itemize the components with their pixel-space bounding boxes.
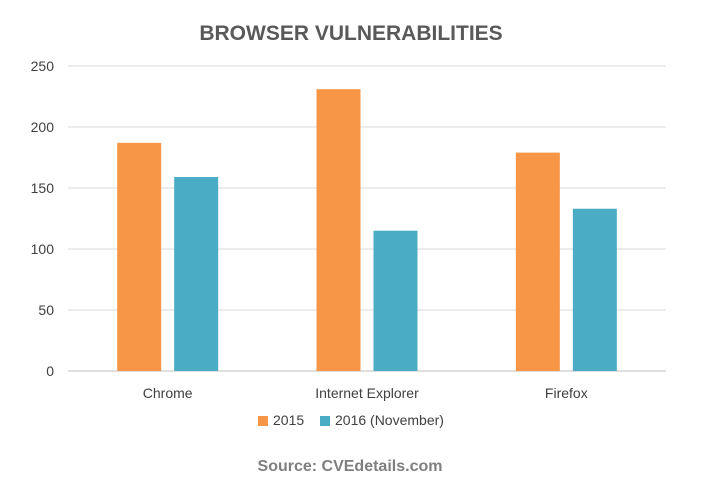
y-axis-ticks: 0 50 100 150 200 250: [31, 58, 55, 379]
legend-swatch: [258, 416, 268, 426]
y-tick-label: 150: [31, 180, 55, 196]
x-category-label: Firefox: [545, 385, 588, 401]
x-category-label: Chrome: [143, 385, 193, 401]
bar: [572, 208, 617, 371]
x-axis-categories: Chrome Internet Explorer Firefox: [143, 385, 588, 401]
source-caption: Source: CVEdetails.com: [258, 458, 443, 475]
legend-swatch: [320, 416, 330, 426]
bars: [117, 89, 617, 372]
x-category-label: Internet Explorer: [315, 385, 419, 401]
bar: [373, 230, 418, 371]
bar: [117, 142, 162, 371]
y-tick-label: 0: [46, 363, 54, 379]
y-tick-label: 200: [31, 119, 55, 135]
y-tick-label: 250: [31, 58, 55, 74]
chart-title: BROWSER VULNERABILITIES: [199, 22, 502, 45]
bar: [316, 89, 361, 372]
legend-label: 2016 (November): [335, 412, 444, 428]
y-tick-label: 100: [31, 241, 55, 257]
legend: 2015 2016 (November): [258, 412, 444, 428]
gridlines: [68, 65, 666, 372]
bar: [174, 177, 219, 371]
bar: [515, 152, 560, 371]
y-tick-label: 50: [38, 302, 54, 318]
legend-label: 2015: [273, 412, 304, 428]
